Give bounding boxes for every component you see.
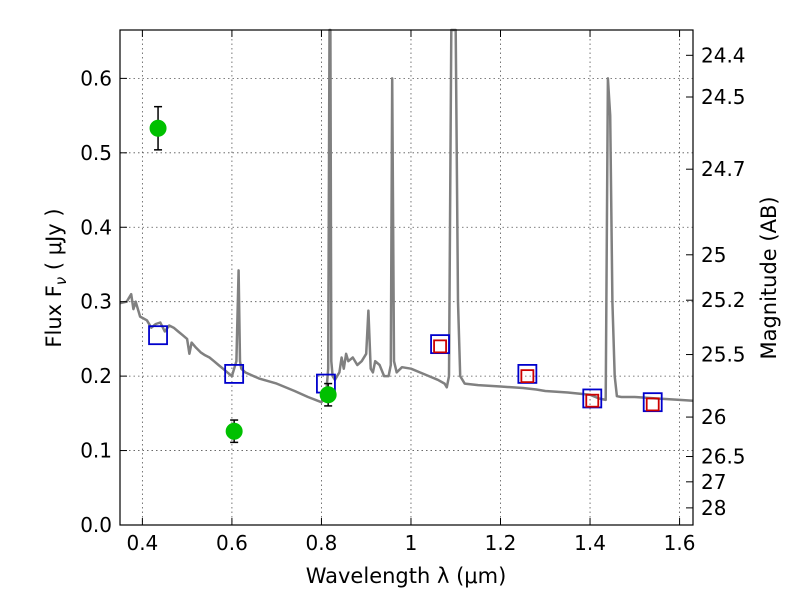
y-tick-label: 0.6 bbox=[80, 66, 112, 90]
x-tick-label: 0.6 bbox=[216, 531, 248, 555]
plot-frame bbox=[119, 29, 694, 526]
y2-tick-label: 25.5 bbox=[701, 343, 746, 367]
y-axis-label-unit: ( μJy ) bbox=[42, 208, 66, 276]
x-tick-label: 0.8 bbox=[306, 531, 338, 555]
x-tick-label: 1.4 bbox=[574, 531, 606, 555]
y2-tick-label: 24.7 bbox=[701, 157, 746, 181]
y-tick-label: 0.2 bbox=[80, 364, 112, 388]
y2-tick-label: 25.2 bbox=[701, 288, 746, 312]
grid bbox=[120, 30, 693, 526]
observed-flux-point bbox=[319, 386, 337, 404]
y-tick-label: 0.1 bbox=[80, 439, 112, 463]
observed-flux-point bbox=[149, 119, 167, 137]
observed-photometry-square bbox=[433, 339, 447, 354]
y2-tick-label: 25 bbox=[701, 243, 726, 267]
y2-tick-label: 26.5 bbox=[701, 445, 746, 469]
observed-photometry-square bbox=[520, 369, 535, 384]
y-axis-label-sub: ν bbox=[52, 277, 70, 285]
axis-tick-labels: 0.4 0.6 0.8 1 1.2 1.4 1.6 0.0 0.1 0.2 0.3 0.4 0.5 0.6… bbox=[80, 43, 745, 555]
y2-tick-label: 24.4 bbox=[701, 43, 746, 67]
observed-photometry-square bbox=[585, 393, 600, 408]
y-tick-label: 0.5 bbox=[80, 141, 112, 165]
plot-area bbox=[119, 28, 694, 444]
y2-tick-label: 24.5 bbox=[701, 85, 746, 109]
y-tick-label: 0.0 bbox=[80, 513, 112, 537]
plot-clip-group bbox=[119, 28, 694, 444]
model-photometry-square bbox=[224, 363, 245, 384]
spectrum-line bbox=[119, 28, 694, 404]
x-tick-label: 1.6 bbox=[664, 531, 696, 555]
y-axis-label-main: Flux F bbox=[42, 285, 66, 347]
x-tick-label: 0.4 bbox=[126, 531, 158, 555]
y-tick-label: 0.4 bbox=[80, 215, 112, 239]
y-tick-label: 0.3 bbox=[80, 290, 112, 314]
axis-ticks bbox=[120, 30, 693, 526]
y2-axis-label: Magnitude (AB) bbox=[757, 196, 781, 359]
x-tick-label: 1 bbox=[405, 531, 418, 555]
y2-tick-label: 26 bbox=[701, 405, 726, 429]
x-axis-label: Wavelength λ (μm) bbox=[306, 564, 507, 588]
x-tick-label: 1.2 bbox=[485, 531, 517, 555]
y2-tick-label: 27 bbox=[701, 470, 726, 494]
model-photometry-square bbox=[148, 325, 168, 346]
observed-flux-point bbox=[225, 422, 243, 440]
y2-tick-label: 28 bbox=[701, 496, 726, 520]
y-axis-label: Flux Fν ( μJy ) bbox=[42, 208, 70, 347]
observed-photometry-square bbox=[645, 397, 660, 412]
